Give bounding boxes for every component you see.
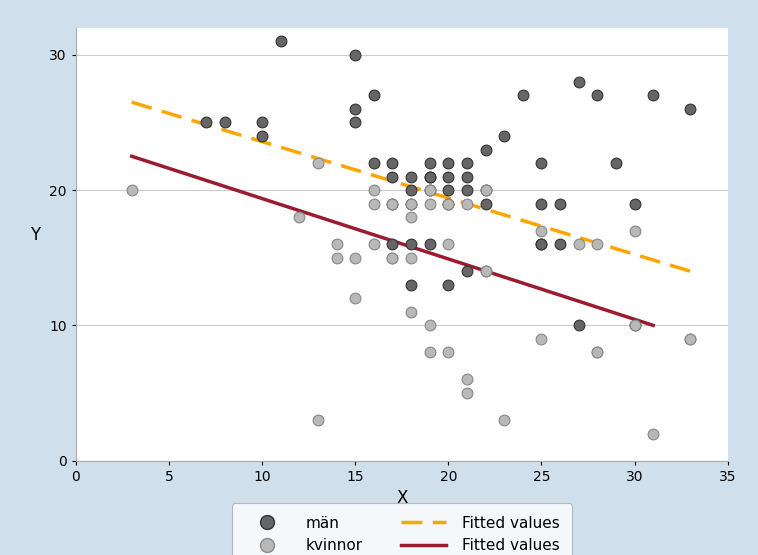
Point bbox=[387, 199, 399, 208]
Point bbox=[442, 185, 454, 194]
Point bbox=[368, 91, 380, 100]
Point bbox=[572, 321, 584, 330]
Point bbox=[517, 91, 529, 100]
Point bbox=[312, 416, 324, 425]
Point bbox=[480, 267, 492, 276]
Point bbox=[684, 104, 697, 113]
Legend: män, kvinnor, Fitted values, Fitted values: män, kvinnor, Fitted values, Fitted valu… bbox=[232, 503, 572, 555]
Point bbox=[628, 226, 641, 235]
Point bbox=[572, 77, 584, 86]
Point bbox=[461, 185, 473, 194]
Point bbox=[480, 199, 492, 208]
Point bbox=[572, 240, 584, 249]
Point bbox=[368, 240, 380, 249]
Point bbox=[535, 335, 547, 344]
Point bbox=[405, 307, 417, 316]
Point bbox=[387, 253, 399, 262]
Point bbox=[461, 388, 473, 397]
Point bbox=[480, 145, 492, 154]
Point bbox=[330, 253, 343, 262]
Point bbox=[405, 199, 417, 208]
Point bbox=[442, 159, 454, 168]
Point bbox=[628, 321, 641, 330]
Point bbox=[424, 159, 436, 168]
Point bbox=[424, 185, 436, 194]
Point bbox=[684, 335, 697, 344]
Point bbox=[387, 199, 399, 208]
Point bbox=[256, 118, 268, 127]
Point bbox=[405, 280, 417, 289]
Point bbox=[405, 253, 417, 262]
Point bbox=[591, 240, 603, 249]
Point bbox=[535, 159, 547, 168]
Point bbox=[442, 199, 454, 208]
Point bbox=[684, 335, 697, 344]
Point bbox=[535, 199, 547, 208]
Point bbox=[442, 199, 454, 208]
Point bbox=[126, 185, 138, 194]
Point bbox=[461, 267, 473, 276]
Point bbox=[535, 226, 547, 235]
Point bbox=[424, 172, 436, 181]
Point bbox=[349, 104, 362, 113]
Point bbox=[405, 240, 417, 249]
Point bbox=[461, 199, 473, 208]
Point bbox=[349, 51, 362, 59]
Point bbox=[480, 185, 492, 194]
X-axis label: X: X bbox=[396, 490, 408, 507]
Point bbox=[405, 213, 417, 221]
Point bbox=[461, 159, 473, 168]
Point bbox=[274, 37, 287, 46]
Point bbox=[424, 185, 436, 194]
Point bbox=[368, 199, 380, 208]
Point bbox=[349, 253, 362, 262]
Point bbox=[591, 348, 603, 357]
Point bbox=[498, 132, 510, 140]
Point bbox=[591, 91, 603, 100]
Point bbox=[387, 159, 399, 168]
Point bbox=[405, 199, 417, 208]
Point bbox=[200, 118, 212, 127]
Point bbox=[424, 199, 436, 208]
Point bbox=[424, 240, 436, 249]
Point bbox=[442, 280, 454, 289]
Point bbox=[424, 321, 436, 330]
Point bbox=[554, 199, 566, 208]
Point bbox=[461, 375, 473, 384]
Y-axis label: Y: Y bbox=[30, 226, 40, 244]
Point bbox=[628, 199, 641, 208]
Point bbox=[647, 429, 659, 438]
Point bbox=[405, 185, 417, 194]
Point bbox=[368, 185, 380, 194]
Point bbox=[387, 253, 399, 262]
Point bbox=[442, 240, 454, 249]
Point bbox=[219, 118, 231, 127]
Point bbox=[461, 172, 473, 181]
Point bbox=[293, 213, 305, 221]
Point bbox=[256, 132, 268, 140]
Point bbox=[424, 172, 436, 181]
Point bbox=[498, 416, 510, 425]
Point bbox=[387, 172, 399, 181]
Point bbox=[424, 348, 436, 357]
Point bbox=[480, 185, 492, 194]
Point bbox=[535, 240, 547, 249]
Point bbox=[442, 199, 454, 208]
Point bbox=[442, 172, 454, 181]
Point bbox=[330, 240, 343, 249]
Point bbox=[591, 348, 603, 357]
Point bbox=[554, 240, 566, 249]
Point bbox=[349, 118, 362, 127]
Point bbox=[535, 240, 547, 249]
Point bbox=[312, 159, 324, 168]
Point bbox=[368, 159, 380, 168]
Point bbox=[442, 348, 454, 357]
Point bbox=[647, 91, 659, 100]
Point bbox=[480, 267, 492, 276]
Point bbox=[628, 321, 641, 330]
Point bbox=[349, 294, 362, 303]
Point bbox=[387, 240, 399, 249]
Point bbox=[610, 159, 622, 168]
Point bbox=[405, 172, 417, 181]
